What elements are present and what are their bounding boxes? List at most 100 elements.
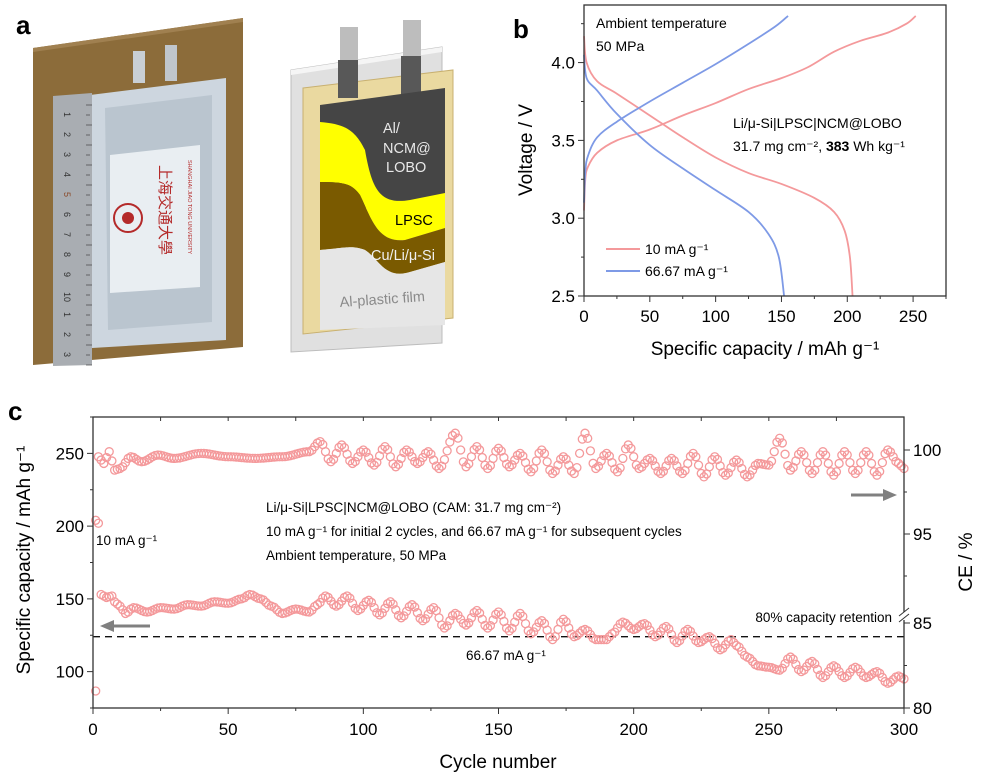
capacity-point bbox=[461, 620, 471, 630]
chart-b-series-discharge-1 bbox=[583, 36, 854, 297]
capacity-point bbox=[526, 629, 536, 639]
capacity-point bbox=[380, 603, 390, 613]
chart-c-right-axis-label: CE / % bbox=[956, 532, 977, 591]
capacity-point bbox=[385, 597, 396, 607]
capacity-point bbox=[472, 605, 482, 616]
capacity-point bbox=[442, 621, 452, 631]
chart-c-right-tick-label: 100 bbox=[913, 441, 941, 460]
capacity-point bbox=[391, 605, 401, 615]
capacity-point bbox=[607, 629, 617, 639]
capacity-point bbox=[437, 620, 447, 630]
layer-label-lpsc: LPSC bbox=[395, 213, 433, 229]
capacity-point bbox=[447, 610, 458, 621]
university-name: 上海交通大學 bbox=[156, 165, 174, 255]
ce-point bbox=[550, 466, 560, 476]
ce-point bbox=[393, 459, 404, 469]
ruler-number: 9 bbox=[62, 272, 72, 277]
ce-point bbox=[774, 433, 785, 443]
capacity-point bbox=[366, 597, 377, 608]
capacity-point bbox=[407, 600, 417, 610]
chart-b-annotation-temperature: Ambient temperature bbox=[596, 15, 727, 31]
ruler-number: 1 bbox=[62, 112, 72, 117]
capacity-point bbox=[480, 620, 490, 631]
ce-point bbox=[731, 455, 742, 465]
capacity-point bbox=[107, 591, 117, 601]
ce-point bbox=[369, 460, 379, 470]
capacity-point bbox=[501, 623, 512, 633]
ruler-number: 7 bbox=[62, 232, 72, 237]
ce-point bbox=[883, 445, 893, 455]
capacity-point bbox=[885, 677, 896, 687]
chart-c-reference-label: 80% capacity retention bbox=[755, 610, 892, 625]
capacity-point bbox=[818, 672, 828, 683]
chart-c-x-tick-label: 0 bbox=[88, 720, 97, 739]
capacity-point bbox=[731, 640, 742, 651]
ce-point bbox=[315, 436, 325, 447]
chart-b-energy-density: 383 bbox=[826, 138, 850, 154]
chart-b-series-charge-2 bbox=[583, 15, 789, 203]
ce-point bbox=[380, 441, 390, 452]
capacity-point bbox=[537, 616, 547, 626]
chart-c-y-tick-label: 100 bbox=[56, 663, 84, 682]
chart-c-x-tick-label: 50 bbox=[219, 720, 238, 739]
ce-point bbox=[888, 452, 898, 462]
capacity-point bbox=[815, 670, 825, 680]
ce-point bbox=[766, 456, 777, 466]
chart-b-y-tick-label: 3.5 bbox=[551, 131, 575, 150]
ce-point bbox=[691, 452, 701, 462]
ce-point bbox=[866, 458, 877, 469]
ce-point bbox=[377, 444, 387, 454]
ce-point bbox=[885, 447, 896, 457]
chart-b-x-tick-label: 50 bbox=[640, 307, 659, 326]
chart-c-x-tick-label: 250 bbox=[755, 720, 783, 739]
capacity-point bbox=[388, 599, 398, 609]
capacity-point bbox=[534, 617, 544, 628]
capacity-point bbox=[491, 609, 501, 619]
ruler-number: 5 bbox=[62, 192, 72, 197]
ce-point bbox=[483, 463, 493, 474]
ce-point bbox=[350, 456, 360, 467]
ce-point bbox=[401, 445, 412, 455]
ce-point bbox=[893, 458, 904, 469]
pouch-tab-left bbox=[133, 51, 145, 83]
chart-b: b 0 50 100 150 200 250 2.5 3.0 3.5 4.0 Specific … bbox=[513, 4, 947, 360]
ce-point bbox=[769, 447, 779, 457]
chart-c-x-ticks: 0 50 100 150 200 250 300 bbox=[88, 417, 918, 739]
ruler-number: 10 bbox=[62, 292, 72, 302]
capacity-point bbox=[558, 614, 569, 624]
capacity-point bbox=[872, 666, 882, 677]
ce-point bbox=[793, 449, 804, 460]
ce-point bbox=[577, 434, 587, 444]
capacity-point bbox=[483, 623, 493, 633]
ce-point bbox=[780, 449, 790, 459]
ce-point bbox=[601, 448, 612, 459]
ce-point bbox=[666, 453, 677, 464]
capacity-point bbox=[450, 608, 460, 619]
ce-point bbox=[556, 454, 566, 464]
ce-point bbox=[396, 453, 406, 464]
diagram-tab-right bbox=[403, 20, 421, 60]
ce-point bbox=[428, 455, 439, 465]
capacity-point bbox=[601, 634, 612, 645]
chart-c-y-ticks: 100 150 200 250 bbox=[56, 416, 93, 709]
chart-c: c 0 50 100 150 200 250 300 100 150 200 250 80 85 95… bbox=[8, 396, 977, 773]
ce-point bbox=[423, 447, 433, 457]
capacity-point bbox=[639, 618, 650, 629]
capacity-point bbox=[680, 626, 690, 636]
chart-b-y-tick-label: 4.0 bbox=[551, 54, 575, 73]
ce-point bbox=[629, 452, 639, 462]
ce-point bbox=[450, 428, 460, 438]
ce-point bbox=[553, 460, 563, 470]
ce-point bbox=[583, 433, 593, 444]
capacity-point bbox=[410, 602, 420, 612]
ce-point bbox=[512, 450, 523, 460]
layer-al-plastic-film bbox=[320, 247, 445, 330]
chart-c-x-tick-label: 200 bbox=[619, 720, 647, 739]
ce-point bbox=[334, 442, 344, 453]
ce-point bbox=[812, 457, 823, 468]
ce-point bbox=[564, 460, 574, 470]
capacity-point bbox=[404, 601, 414, 612]
capacity-point bbox=[464, 618, 474, 628]
ruler-number: 2 bbox=[62, 132, 72, 137]
capacity-point bbox=[810, 659, 820, 669]
